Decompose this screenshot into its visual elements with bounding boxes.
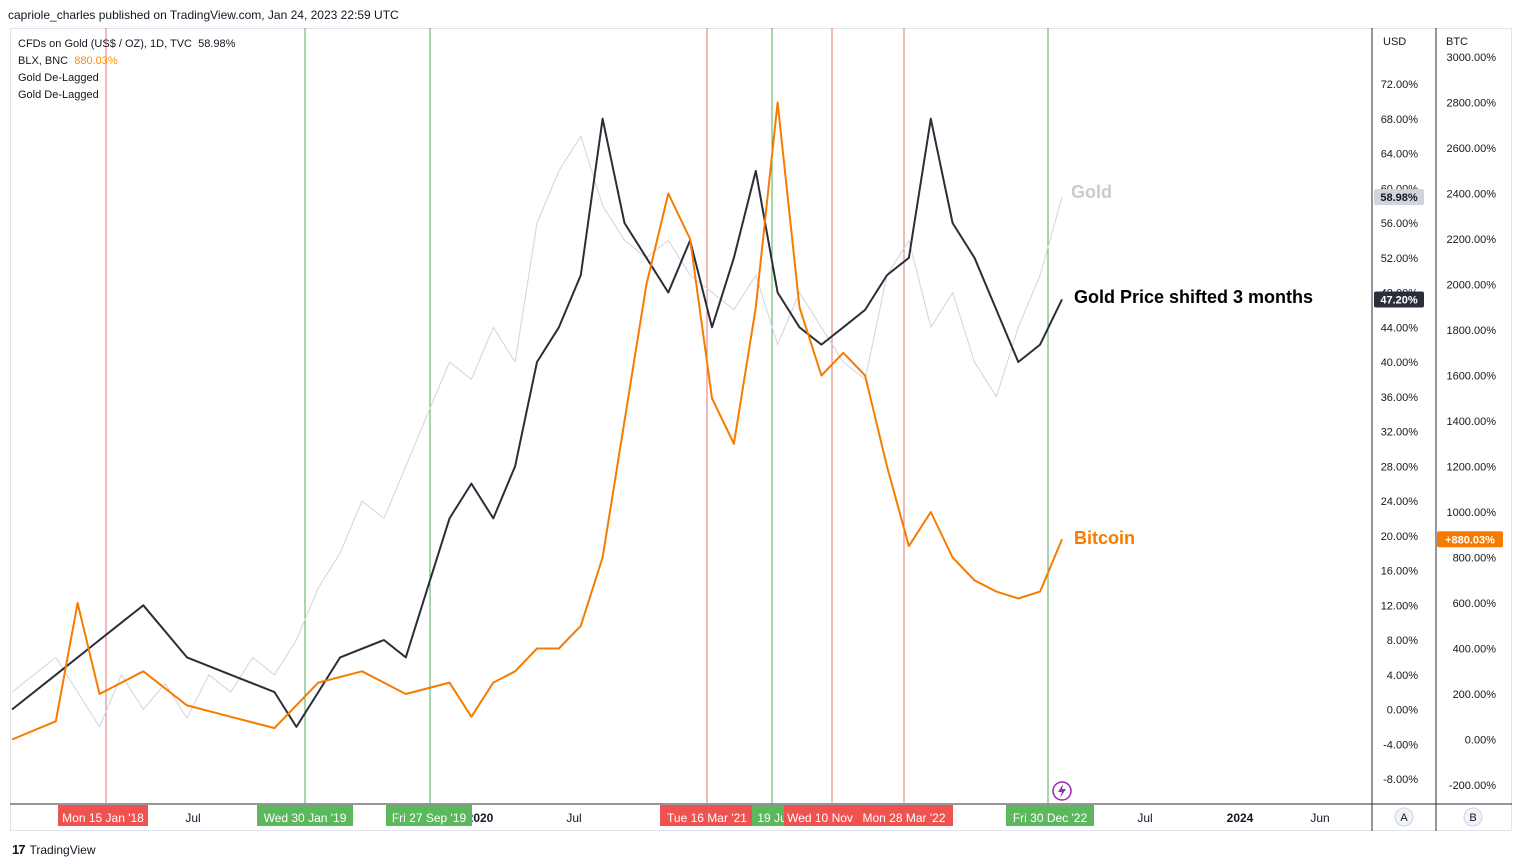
marker-date-tag: Wed 30 Jan '19 (264, 811, 347, 825)
btc-tick-label: 1800.00% (1446, 325, 1496, 337)
btc-price-badge: +880.03% (1445, 534, 1495, 546)
legend-btc-value: 880.03% (74, 55, 118, 67)
btc-tick-label: 400.00% (1453, 644, 1497, 656)
btc-scale-button-label: B (1469, 812, 1476, 824)
marker-date-tag-bg (386, 805, 472, 826)
btc-tick-label: 1200.00% (1446, 462, 1496, 474)
btc-tick-label: 2200.00% (1446, 234, 1496, 246)
usd-tick-label: 16.00% (1381, 566, 1419, 578)
legend-delagged-row-2[interactable]: Gold De-Lagged (18, 89, 99, 101)
gold-price-badge-bg (1374, 189, 1424, 206)
marker-date-tag: 19 Ju (757, 811, 786, 825)
marker-date-tag-bg (752, 805, 792, 826)
gold-shifted-series-line (11, 117, 1063, 728)
usd-tick-label: 44.00% (1381, 322, 1419, 334)
publish-header: capriole_charles published on TradingVie… (8, 8, 399, 22)
usd-tick-label: 12.00% (1381, 600, 1419, 612)
usd-tick-label: 40.00% (1381, 357, 1419, 369)
marker-date-tag: Fri 30 Dec '22 (1013, 811, 1088, 825)
bitcoin-annotation: Bitcoin (1074, 528, 1135, 548)
bitcoin-series-line (11, 101, 1063, 741)
usd-tick-label: 4.00% (1387, 670, 1418, 682)
time-tick-label: Jul (185, 811, 200, 825)
usd-tick-label: 56.00% (1381, 218, 1419, 230)
usd-tick-label: 36.00% (1381, 392, 1419, 404)
marker-date-tag-bg (855, 805, 953, 826)
time-tick-label: 2024 (1227, 811, 1254, 825)
usd-tick-label: 64.00% (1381, 149, 1419, 161)
usd-tick-label: 8.00% (1387, 635, 1418, 647)
marker-date-tag-bg (1006, 805, 1094, 826)
btc-price-badge-bg (1437, 531, 1503, 548)
time-tick-label: Jul (566, 811, 581, 825)
chart-frame (10, 28, 1512, 831)
tradingview-brand[interactable]: TradingView (29, 842, 96, 857)
marker-date-tag: Fri 27 Sep '19 (392, 811, 467, 825)
marker-date-tag-bg (660, 805, 754, 826)
btc-tick-label: 1000.00% (1446, 507, 1496, 519)
chart-legend: CFDs on Gold (US$ / OZ), 1D, TVC 58.98% … (18, 36, 235, 104)
btc-tick-label: 0.00% (1465, 735, 1496, 747)
time-tick-label: Jul (1137, 811, 1152, 825)
shifted-price-badge-bg (1374, 291, 1424, 308)
btc-tick-label: -200.00% (1449, 780, 1496, 792)
usd-tick-label: 20.00% (1381, 531, 1419, 543)
usd-tick-label: 24.00% (1381, 496, 1419, 508)
marker-date-tag-bg (784, 805, 856, 826)
usd-tick-label: 72.00% (1381, 79, 1419, 91)
usd-axis-label: USD (1383, 36, 1406, 48)
time-tick-label: Jun (1310, 811, 1329, 825)
footer: 17 TradingView (12, 842, 96, 857)
btc-tick-label: 2600.00% (1446, 143, 1496, 155)
auto-scale-button[interactable] (1394, 807, 1414, 827)
legend-delagged-row-1[interactable]: Gold De-Lagged (18, 72, 99, 84)
usd-tick-label: -4.00% (1383, 739, 1418, 751)
btc-tick-label: 2400.00% (1446, 189, 1496, 201)
btc-tick-label: 800.00% (1453, 553, 1497, 565)
gold-annotation: Gold (1071, 182, 1112, 202)
shifted-annotation: Gold Price shifted 3 months (1074, 287, 1313, 307)
btc-tick-label: 3000.00% (1446, 52, 1496, 64)
btc-tick-label: 200.00% (1453, 689, 1497, 701)
btc-tick-label: 1400.00% (1446, 416, 1496, 428)
gold-price-badge: 58.98% (1380, 192, 1418, 204)
tradingview-logo-icon: 17 (12, 842, 26, 857)
gold-series-line (11, 135, 1063, 728)
legend-gold-value: 58.98% (198, 38, 236, 50)
usd-tick-label: 68.00% (1381, 114, 1419, 126)
legend-btc-row[interactable]: BLX, BNC 880.03% (18, 53, 235, 70)
usd-tick-label: 52.00% (1381, 253, 1419, 265)
usd-tick-label: 0.00% (1387, 705, 1418, 717)
marker-date-tag: Mon 28 Mar '22 (863, 811, 946, 825)
btc-tick-label: 1600.00% (1446, 371, 1496, 383)
lightning-icon (1058, 784, 1066, 798)
usd-tick-label: 32.00% (1381, 427, 1419, 439)
legend-btc-label: BLX, BNC (18, 55, 69, 67)
shifted-price-badge: 47.20% (1380, 294, 1418, 306)
btc-tick-label: 600.00% (1453, 598, 1497, 610)
usd-tick-label: 28.00% (1381, 461, 1419, 473)
time-tick-label: 2020 (467, 811, 494, 825)
btc-scale-button[interactable] (1463, 807, 1483, 827)
marker-date-tag: Wed 10 Nov (787, 811, 853, 825)
auto-scale-button-label: A (1400, 812, 1408, 824)
btc-tick-label: 2000.00% (1446, 280, 1496, 292)
marker-date-tag-bg (58, 805, 148, 826)
legend-gold-label: CFDs on Gold (US$ / OZ), 1D, TVC (18, 38, 193, 50)
marker-date-tag: Tue 16 Mar '21 (667, 811, 747, 825)
marker-date-tag-bg (257, 805, 353, 826)
btc-axis-label: BTC (1446, 36, 1468, 48)
marker-date-tag: Mon 15 Jan '18 (62, 811, 144, 825)
btc-tick-label: 2800.00% (1446, 98, 1496, 110)
usd-tick-label: -8.00% (1383, 774, 1418, 786)
legend-gold-row[interactable]: CFDs on Gold (US$ / OZ), 1D, TVC 58.98% (18, 36, 235, 53)
